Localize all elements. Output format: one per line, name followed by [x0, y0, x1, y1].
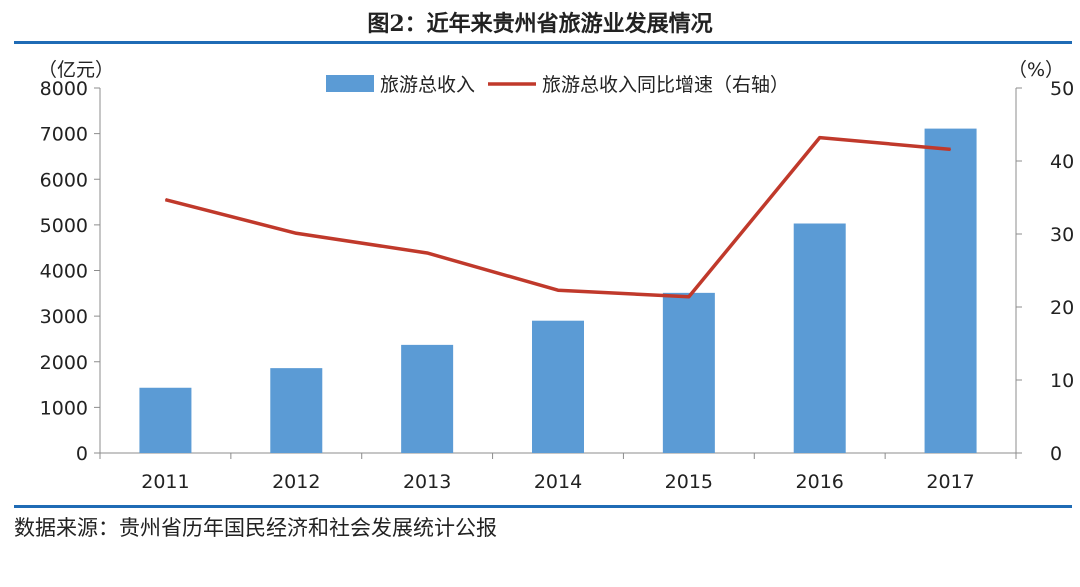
x-tick-label: 2014 [534, 471, 582, 493]
legend-line-label: 旅游总收入同比增速（右轴） [542, 74, 789, 96]
left-tick-label: 4000 [40, 261, 88, 283]
right-tick-label: 10 [1050, 370, 1074, 392]
left-tick-label: 8000 [40, 78, 88, 100]
top-divider [14, 41, 1072, 44]
bar-2017 [924, 128, 977, 453]
right-tick-label: 0 [1050, 443, 1062, 465]
left-tick-label: 7000 [40, 124, 88, 146]
y-axis-label: （亿元） [38, 59, 114, 81]
chart: 0 1000 2000 3000 4000 5000 6000 7000 8000 0 10 20 30… [38, 59, 1074, 493]
x-tick-label: 2015 [665, 471, 713, 493]
growth-point-2012 [295, 232, 297, 234]
x-tick-label: 2013 [403, 471, 451, 493]
legend-bar-label: 旅游总收入 [380, 74, 475, 96]
chart-title: 图2：近年来贵州省旅游业发展情况 [367, 11, 713, 37]
left-tick-label: 5000 [40, 215, 88, 237]
left-tick-label: 3000 [40, 306, 88, 328]
bar-2016 [793, 223, 846, 453]
growth-point-2011 [164, 199, 166, 201]
bar-2011 [139, 387, 192, 453]
bar-2014 [532, 320, 584, 453]
legend-bar-swatch [326, 75, 374, 92]
x-tick-label: 2017 [926, 471, 974, 493]
x-tick-label: 2012 [272, 471, 320, 493]
left-tick-label: 1000 [40, 397, 88, 419]
bar-2012 [270, 368, 323, 453]
bar-2015 [662, 292, 715, 453]
left-tick-label: 6000 [40, 169, 88, 191]
x-tick-label: 2011 [141, 471, 189, 493]
right-tick-label: 30 [1050, 224, 1074, 246]
bar-2013 [401, 344, 454, 453]
right-tick-label: 50 [1050, 78, 1074, 100]
growth-point-2016 [819, 137, 821, 139]
y2-axis-label: （%） [1008, 59, 1064, 81]
x-tick-label: 2016 [796, 471, 844, 493]
left-tick-label: 0 [76, 443, 88, 465]
right-tick-label: 40 [1050, 151, 1074, 173]
growth-point-2015 [688, 296, 690, 298]
growth-point-2014 [557, 289, 559, 291]
right-tick-label: 20 [1050, 297, 1074, 319]
left-tick-label: 2000 [40, 352, 88, 374]
growth-point-2013 [426, 252, 428, 254]
growth-point-2017 [950, 148, 952, 150]
source-note: 数据来源：贵州省历年国民经济和社会发展统计公报 [14, 516, 497, 540]
bottom-divider [14, 505, 1072, 508]
